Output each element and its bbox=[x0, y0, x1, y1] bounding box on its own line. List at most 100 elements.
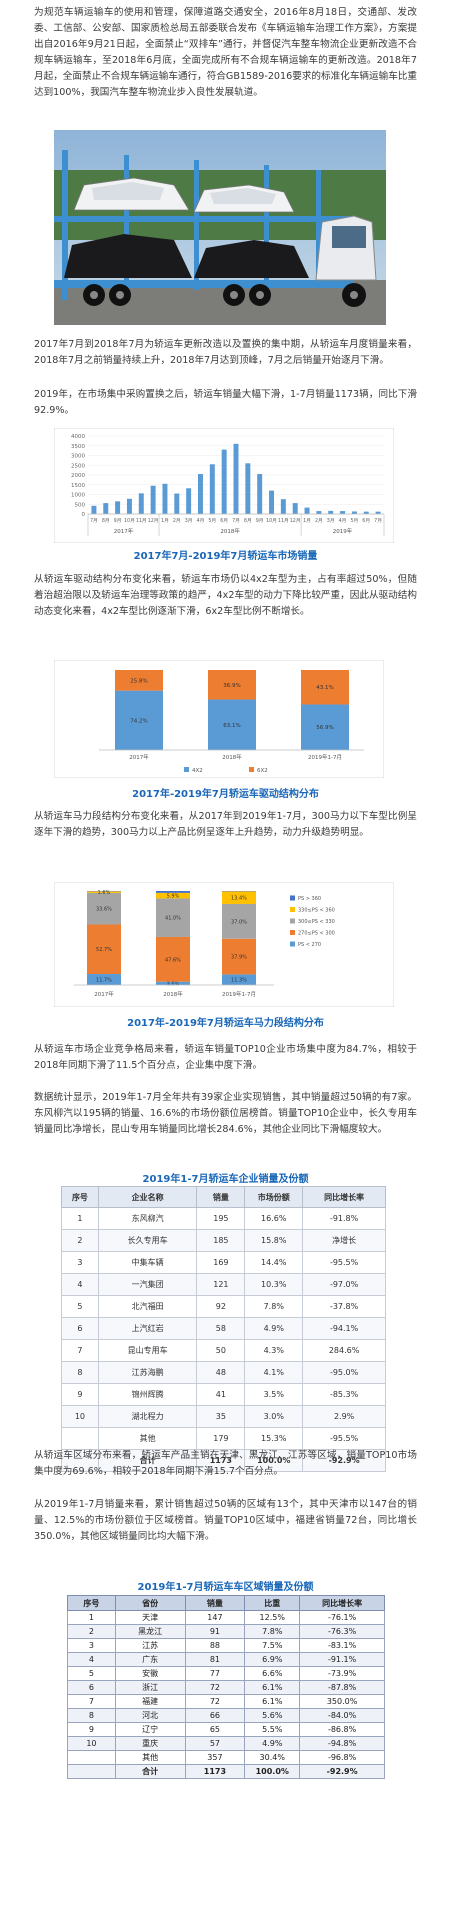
enterprise-table-cell: 3.0% bbox=[244, 1405, 304, 1428]
region-table-cell: 88 bbox=[184, 1638, 246, 1653]
enterprise-table-cell: 10.3% bbox=[244, 1273, 304, 1296]
chart3-data-label: 37.9% bbox=[231, 955, 247, 961]
region-table-cell: 4 bbox=[67, 1652, 116, 1667]
chart1-xtick: 10月 bbox=[124, 518, 135, 524]
region-table-cell: 其他 bbox=[114, 1750, 186, 1765]
enterprise-table-row: 其他 179 15.3% -95.5% bbox=[61, 1427, 386, 1450]
enterprise-table-cell: 121 bbox=[196, 1273, 246, 1296]
enterprise-table-row: 7 昆山专用车 50 4.3% 284.6% bbox=[61, 1339, 386, 1362]
enterprise-table-cell: 上汽红岩 bbox=[97, 1317, 198, 1340]
enterprise-table-header-cell: 企业名称 bbox=[97, 1186, 198, 1208]
chart1-bar bbox=[186, 488, 192, 514]
chart1-ytick: 2000 bbox=[71, 473, 85, 479]
chart3-legend-swatch bbox=[290, 941, 295, 947]
enterprise-table-cell: 一汽集团 bbox=[97, 1273, 198, 1296]
chart3-bar-segment bbox=[87, 924, 121, 975]
chart3-bar-segment bbox=[156, 892, 190, 899]
enterprise-table-cell: 16.6% bbox=[244, 1207, 304, 1230]
region-table-row: 6 浙江 72 6.1% -87.8% bbox=[67, 1680, 385, 1695]
enterprise-table-cell: 合计 bbox=[97, 1449, 198, 1472]
chart2-bar-segment bbox=[208, 670, 256, 700]
chart2-caption: 2017年-2019年7月轿运车驱动结构分布 bbox=[132, 789, 319, 800]
region-table-row: 1 天津 147 12.5% -76.1% bbox=[67, 1610, 385, 1625]
chart3-legend-swatch bbox=[290, 907, 295, 912]
region-table-cell: -76.3% bbox=[299, 1624, 385, 1639]
chart3-bar-segment bbox=[87, 891, 121, 893]
region-table-cell: 9 bbox=[67, 1722, 116, 1737]
chart1-bar bbox=[257, 474, 263, 514]
enterprise-table-header-cell: 销量 bbox=[196, 1186, 246, 1208]
enterprise-table-cell: 东风柳汽 bbox=[97, 1207, 198, 1230]
chart1-xtick: 2月 bbox=[173, 518, 181, 524]
enterprise-table-cell: 50 bbox=[196, 1339, 246, 1362]
chart3-legend-swatch bbox=[290, 930, 295, 935]
chart3-legend-label: PS > 360 bbox=[298, 896, 321, 902]
region-table-cell: 天津 bbox=[114, 1610, 186, 1625]
chart1-bar bbox=[245, 463, 251, 514]
enterprise-table-header-cell: 同比增长率 bbox=[302, 1186, 386, 1208]
chart3-data-label: 37.0% bbox=[231, 919, 247, 925]
enterprise-table-cell: 10 bbox=[61, 1405, 99, 1428]
chart2-bar-segment bbox=[301, 704, 349, 750]
enterprise-table-row: 3 中集车辆 169 14.4% -95.5% bbox=[61, 1251, 386, 1274]
region-table-cell: -92.9% bbox=[299, 1764, 385, 1779]
region-table-cell: -83.1% bbox=[299, 1638, 385, 1653]
enterprise-table-row: 10 湖北程力 35 3.0% 2.9% bbox=[61, 1405, 386, 1428]
region-table-header-cell: 省份 bbox=[114, 1595, 186, 1611]
region-table-cell: 河北 bbox=[114, 1708, 186, 1723]
chart3-data-label: 52.7% bbox=[96, 947, 112, 953]
chart1-xtick: 12月 bbox=[290, 518, 301, 524]
enterprise-table-header-cell: 序号 bbox=[61, 1186, 99, 1208]
enterprise-table-cell: 14.4% bbox=[244, 1251, 304, 1274]
paragraph-3: 2019年，在市场集中采购置换之后，轿运车销量大幅下滑，1-7月销量1173辆，… bbox=[34, 389, 417, 416]
car-carrier-photo bbox=[54, 130, 386, 325]
chart3-legend-label: 270≤PS < 300 bbox=[298, 931, 335, 937]
chart1-xtick: 4月 bbox=[339, 518, 347, 524]
chart2-xtick: 2018年 bbox=[222, 753, 242, 761]
chart1-bar bbox=[209, 464, 215, 514]
chart1-xtick: 7月 bbox=[232, 518, 240, 524]
region-table-row: 9 辽宁 65 5.5% -86.8% bbox=[67, 1722, 385, 1737]
enterprise-table-cell: -91.8% bbox=[302, 1207, 386, 1230]
chart1-bar bbox=[174, 493, 180, 514]
region-table-cell: 5 bbox=[67, 1666, 116, 1681]
chart1-xtick: 9月 bbox=[256, 518, 264, 524]
enterprise-table-cell: -95.5% bbox=[302, 1427, 386, 1450]
enterprise-table-cell: 4.1% bbox=[244, 1361, 304, 1384]
enterprise-table-row: 1 东风柳汽 195 16.6% -91.8% bbox=[61, 1207, 386, 1230]
chart2-data-label: 56.9% bbox=[316, 725, 333, 731]
chart1-bar bbox=[292, 503, 298, 514]
chart1-bar bbox=[103, 503, 109, 514]
enterprise-table-cell: 2 bbox=[61, 1229, 99, 1252]
chart3-data-label: 47.6% bbox=[165, 957, 181, 963]
chart1-xtick: 6月 bbox=[362, 518, 370, 524]
chart1-year-label: 2018年 bbox=[220, 527, 240, 535]
region-sales-table: 序号 省份 销量 比重 同比增长率 1 天津 147 12.5% -76.1% 2 黑龙江 91 7.8… bbox=[67, 1595, 385, 1779]
enterprise-table-cell: 185 bbox=[196, 1229, 246, 1252]
enterprise-table-cell: -95.5% bbox=[302, 1251, 386, 1274]
enterprise-table-cell: 35 bbox=[196, 1405, 246, 1428]
region-table-cell: 6.9% bbox=[244, 1652, 301, 1667]
region-table-header-cell: 销量 bbox=[184, 1595, 246, 1611]
paragraph-7: 数据统计显示，2019年1-7月全年共有39家企业实现销售，其中销量超过50辆的… bbox=[34, 1092, 417, 1135]
enterprise-table-cell: -92.9% bbox=[302, 1449, 386, 1472]
region-table-cell: 浙江 bbox=[114, 1680, 186, 1695]
region-table-cell: -91.1% bbox=[299, 1652, 385, 1667]
chart3-data-label: 1.6% bbox=[98, 890, 111, 896]
region-table-cell: 江苏 bbox=[114, 1638, 186, 1653]
enterprise-table-cell: 7.8% bbox=[244, 1295, 304, 1318]
enterprise-table-cell: 北汽福田 bbox=[97, 1295, 198, 1318]
chart2-xtick: 2017年 bbox=[129, 753, 149, 761]
chart1-xtick: 3月 bbox=[185, 518, 193, 524]
enterprise-table-cell: 其他 bbox=[97, 1427, 198, 1450]
enterprise-table-cell: 4 bbox=[61, 1273, 99, 1296]
enterprise-table-row: 9 锦州辉腾 41 3.5% -85.3% bbox=[61, 1383, 386, 1406]
chart1-xtick: 8月 bbox=[244, 518, 252, 524]
region-table-cell: 357 bbox=[184, 1750, 246, 1765]
enterprise-table-cell: 179 bbox=[196, 1427, 246, 1450]
region-table-cell bbox=[67, 1764, 116, 1779]
region-table-row: 5 安徽 77 6.6% -73.9% bbox=[67, 1666, 385, 1681]
region-table-cell: 6 bbox=[67, 1680, 116, 1695]
chart1-ytick: 3500 bbox=[71, 444, 85, 450]
enterprise-table-cell: -37.8% bbox=[302, 1295, 386, 1318]
